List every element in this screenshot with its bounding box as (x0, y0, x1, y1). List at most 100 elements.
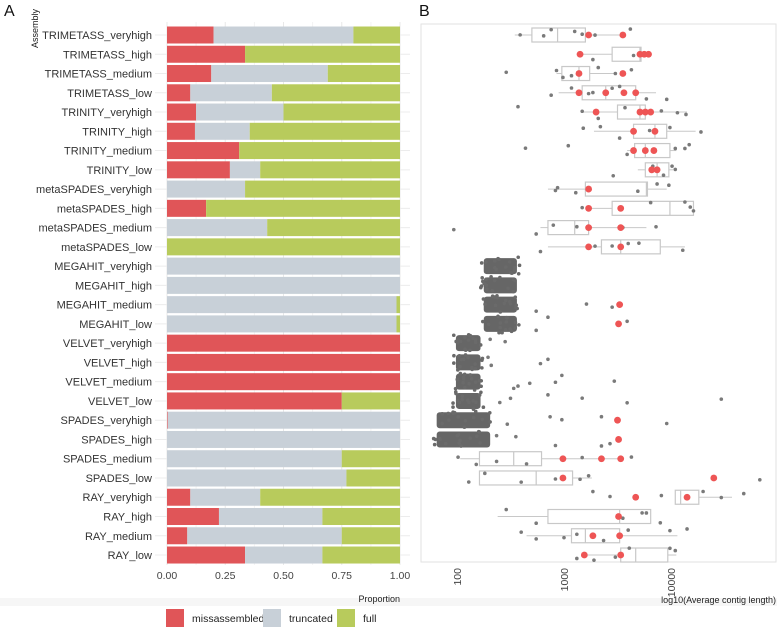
bar-truncated (187, 527, 342, 545)
data-point (481, 297, 486, 301)
data-point (519, 480, 523, 484)
data-point (457, 441, 461, 445)
bar-full (245, 45, 400, 63)
data-point (580, 455, 584, 460)
highlight-point (641, 147, 649, 154)
data-point (593, 244, 597, 248)
data-point (511, 277, 516, 282)
data-point (494, 459, 499, 464)
data-point (504, 320, 509, 324)
data-point (452, 353, 456, 358)
category-label: TRIMETASS_low (67, 88, 152, 100)
data-point (699, 130, 703, 134)
data-point (471, 415, 476, 420)
bar-missassembled (167, 527, 188, 545)
data-point (560, 417, 564, 422)
bar-full (167, 238, 400, 256)
data-point (466, 338, 471, 342)
data-point (474, 462, 479, 467)
category-label: TRINITY_veryhigh (62, 107, 152, 119)
data-point (584, 302, 589, 306)
data-point (513, 326, 518, 330)
data-point (505, 422, 510, 426)
x-tick-label-b: 10000 (666, 568, 678, 597)
data-point (591, 90, 595, 95)
data-point (492, 259, 497, 263)
box (478, 470, 574, 486)
bar-truncated (167, 257, 400, 275)
data-point (508, 396, 513, 401)
data-point (492, 278, 497, 283)
x-tick-label: 0.50 (273, 570, 294, 582)
bar-full (327, 65, 400, 83)
data-point (566, 143, 571, 148)
bar-full (239, 142, 400, 160)
data-point (675, 110, 680, 115)
data-point (504, 507, 509, 512)
data-point (626, 241, 630, 246)
data-point (654, 224, 658, 229)
data-point (466, 398, 470, 402)
category-label: RAY_medium (85, 531, 152, 543)
bar-truncated (218, 508, 323, 525)
data-point (496, 314, 500, 319)
data-point (546, 357, 550, 362)
category-label: SPADES_high (81, 434, 152, 446)
data-point (610, 86, 614, 91)
box (584, 181, 649, 197)
bar-missassembled (167, 373, 400, 391)
category-label: TRINITY_low (87, 165, 152, 177)
highlight-point (615, 320, 622, 328)
category-label: MEGAHIT_medium (57, 300, 152, 312)
data-point (479, 261, 484, 265)
bar-truncated (196, 103, 284, 121)
data-point (511, 386, 516, 391)
data-point (659, 493, 664, 498)
data-point (473, 337, 478, 342)
data-point (473, 340, 478, 345)
bar-truncated (245, 546, 323, 564)
data-point (612, 379, 617, 383)
highlight-point (589, 532, 597, 540)
data-point (661, 173, 666, 177)
data-point (561, 75, 565, 80)
data-point (628, 27, 633, 31)
data-point (592, 558, 596, 562)
data-point (440, 421, 445, 426)
bar-truncated (229, 161, 261, 179)
data-point (548, 414, 552, 419)
data-point (586, 474, 591, 478)
data-point (463, 348, 468, 353)
data-point (524, 462, 529, 466)
data-point (493, 303, 498, 308)
data-point (482, 281, 486, 286)
x-tick-label: 0.00 (157, 570, 178, 582)
data-point (498, 310, 503, 314)
highlight-point (617, 455, 625, 463)
data-point (625, 400, 629, 405)
highlight-point (630, 147, 637, 154)
x-tick-label: 0.75 (332, 570, 353, 582)
data-point (470, 365, 474, 370)
bar-full (260, 161, 400, 179)
data-point (659, 109, 664, 113)
highlight-point (651, 127, 659, 135)
data-point (511, 289, 516, 294)
data-point (553, 477, 558, 481)
data-point (498, 275, 502, 280)
data-point (461, 377, 466, 381)
data-point (516, 104, 520, 109)
legend: missassembled truncated full (166, 609, 376, 627)
highlight-point (614, 416, 621, 424)
data-point (608, 494, 612, 499)
data-point (451, 411, 455, 415)
data-point (494, 433, 499, 438)
data-point (637, 241, 641, 245)
data-point (490, 294, 495, 298)
bar-missassembled (167, 508, 219, 525)
data-point (664, 421, 669, 426)
data-point (468, 373, 473, 377)
highlight-point (617, 204, 625, 212)
panel-b-label: B (419, 3, 430, 20)
data-point (518, 33, 522, 37)
